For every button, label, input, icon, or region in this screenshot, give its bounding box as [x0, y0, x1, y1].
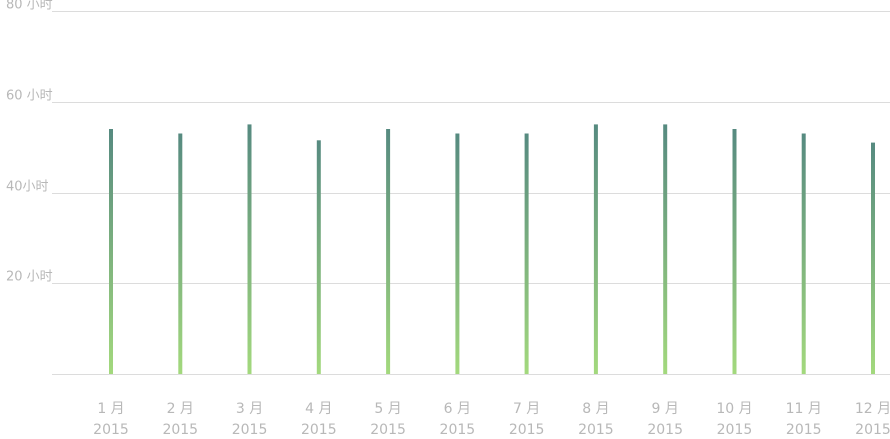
- y-tick-label: 60 小时: [6, 89, 53, 104]
- x-tick-month-label: 4 月: [305, 401, 332, 417]
- x-tick-year-label: 2015: [509, 422, 545, 438]
- x-tick-month-label: 9 月: [652, 401, 679, 417]
- x-tick-year-label: 2015: [717, 422, 753, 438]
- x-tick-year-label: 2015: [162, 422, 198, 438]
- x-tick-year-label: 2015: [232, 422, 268, 438]
- bar: [247, 124, 252, 375]
- bars: [109, 124, 875, 375]
- x-tick-year-label: 2015: [647, 422, 683, 438]
- bar: [178, 133, 183, 374]
- bar: [524, 133, 529, 374]
- bar: [871, 142, 875, 374]
- bar: [455, 133, 460, 374]
- y-tick-label: 80 小时: [6, 0, 53, 13]
- x-tick-month-label: 5 月: [374, 401, 401, 417]
- x-tick-year-label: 2015: [370, 422, 406, 438]
- x-tick-year-label: 2015: [93, 422, 129, 438]
- x-tick-month-label: 8 月: [582, 401, 609, 417]
- bar: [316, 140, 321, 374]
- y-tick-label: 40小时: [6, 180, 49, 195]
- bar: [732, 129, 737, 374]
- x-tick-month-label: 11 月: [786, 401, 822, 417]
- bar: [386, 129, 391, 374]
- x-axis-ticks: 1 月 2015 2 月 2015 3 月 2015 4 月 2015 5 月 2015 6 月 20…: [93, 401, 890, 438]
- x-tick-month-label: 2 月: [167, 401, 194, 417]
- y-axis-ticks: 80 小时 60 小时 40小时 20 小时: [6, 0, 53, 285]
- x-tick-month-label: 7 月: [513, 401, 540, 417]
- x-tick-year-label: 2015: [578, 422, 614, 438]
- x-tick-month-label: 6 月: [444, 401, 471, 417]
- x-tick-year-label: 2015: [440, 422, 476, 438]
- x-tick-year-label: 2015: [855, 422, 890, 438]
- x-tick-month-label: 10 月: [716, 401, 752, 417]
- y-tick-label: 20 小时: [6, 270, 53, 285]
- grid-lines: [52, 11, 890, 375]
- x-tick-month-label: 1 月: [97, 401, 124, 417]
- x-tick-year-label: 2015: [301, 422, 337, 438]
- bar: [109, 129, 113, 374]
- x-tick-year-label: 2015: [786, 422, 822, 438]
- bar: [663, 124, 668, 375]
- bar: [801, 133, 806, 374]
- x-tick-month-label: 12 月: [855, 401, 890, 417]
- x-tick-month-label: 3 月: [236, 401, 263, 417]
- bar: [593, 124, 598, 375]
